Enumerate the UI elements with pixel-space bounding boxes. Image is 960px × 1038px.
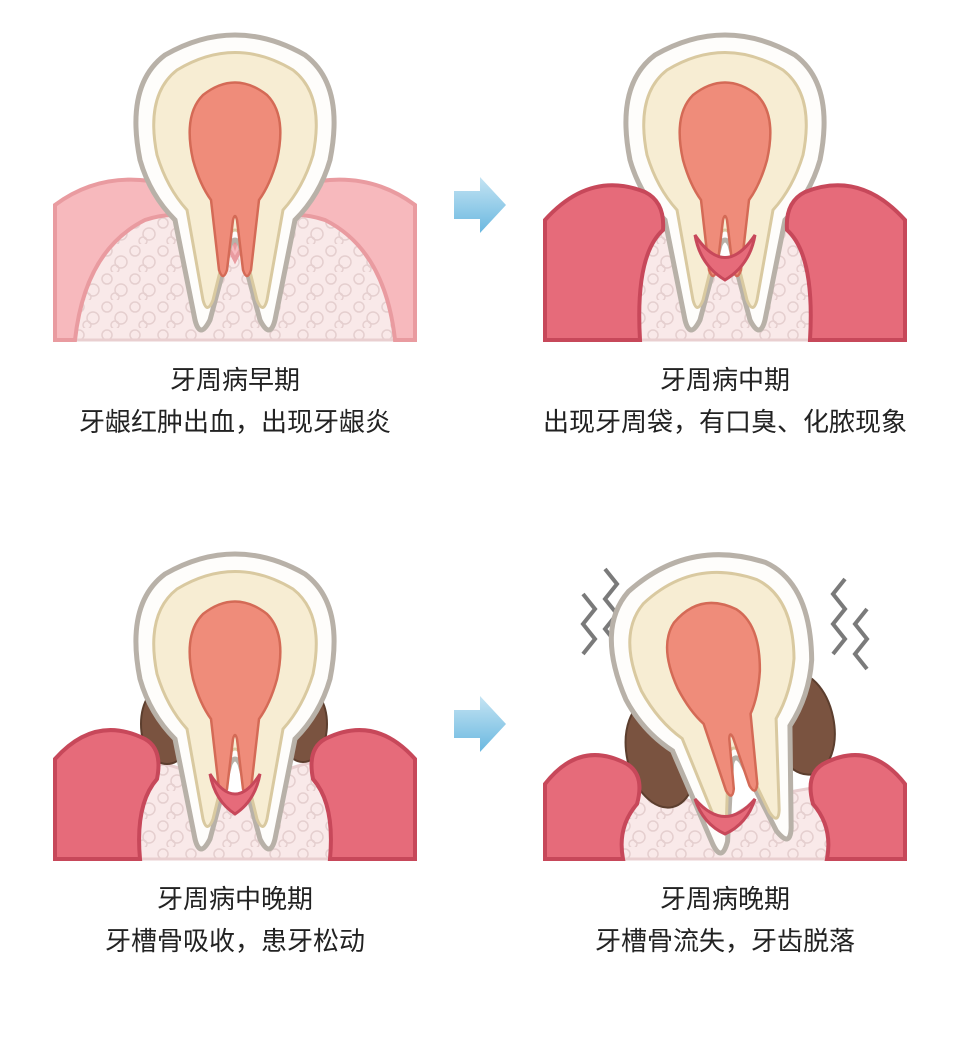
stage-1-cell: 牙周病早期 牙龈红肿出血，出现牙龈炎	[30, 20, 440, 499]
stage-4-desc: 牙槽骨流失，牙齿脱落	[595, 921, 855, 963]
stage-4-title: 牙周病晚期	[595, 879, 855, 921]
stage-3-cell: 牙周病中晚期 牙槽骨吸收，患牙松动	[30, 539, 440, 1018]
stage-2-illustration	[535, 20, 915, 350]
stage-3-title: 牙周病中晚期	[105, 879, 365, 921]
stage-2-title: 牙周病中期	[543, 360, 907, 402]
stage-3-desc: 牙槽骨吸收，患牙松动	[105, 921, 365, 963]
arrow-right-icon	[450, 692, 510, 756]
stage-4-illustration	[535, 539, 915, 869]
stage-3-caption: 牙周病中晚期 牙槽骨吸收，患牙松动	[105, 879, 365, 962]
stage-1-illustration	[45, 20, 425, 350]
stage-3-illustration	[45, 539, 425, 869]
stage-1-desc: 牙龈红肿出血，出现牙龈炎	[79, 402, 391, 444]
stage-1-caption: 牙周病早期 牙龈红肿出血，出现牙龈炎	[79, 360, 391, 443]
arrow-2	[440, 539, 520, 1018]
stage-2-cell: 牙周病中期 出现牙周袋，有口臭、化脓现象	[520, 20, 930, 499]
stage-4-cell: 牙周病晚期 牙槽骨流失，牙齿脱落	[520, 539, 930, 1018]
stage-4-caption: 牙周病晚期 牙槽骨流失，牙齿脱落	[595, 879, 855, 962]
stage-1-title: 牙周病早期	[79, 360, 391, 402]
stage-2-desc: 出现牙周袋，有口臭、化脓现象	[543, 402, 907, 444]
arrow-1	[440, 20, 520, 499]
diagram-grid: 牙周病早期 牙龈红肿出血，出现牙龈炎	[30, 20, 930, 1018]
stage-2-caption: 牙周病中期 出现牙周袋，有口臭、化脓现象	[543, 360, 907, 443]
arrow-right-icon	[450, 173, 510, 237]
